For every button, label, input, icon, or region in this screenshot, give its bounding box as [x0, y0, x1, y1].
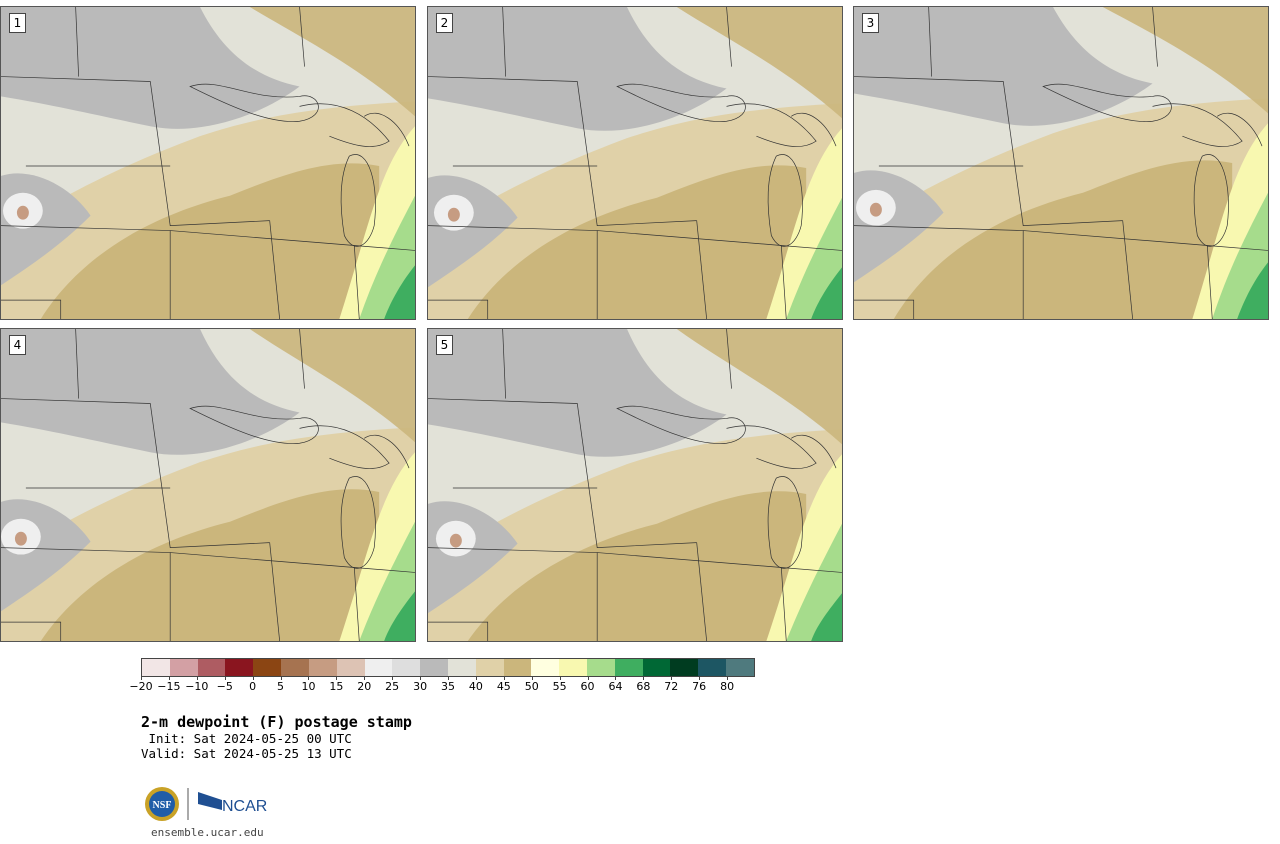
colorbar-swatch [420, 659, 448, 676]
colorbar-tick-label: 72 [664, 680, 679, 693]
colorbar-tick-mark [448, 676, 449, 680]
colorbar-tick-mark [364, 676, 366, 680]
colorbar-tick-label: 68 [636, 680, 651, 693]
colorbar-tick-mark [141, 676, 142, 680]
colorbar-tick-label: 45 [496, 680, 511, 693]
member-map-panel: 1 [0, 6, 416, 320]
colorbar-swatch [197, 659, 226, 676]
colorbar-tick-mark [420, 676, 422, 680]
colorbar-tick-mark [615, 676, 617, 680]
colorbar-tick-mark [475, 676, 477, 680]
colorbar-tick-label: −5 [216, 680, 233, 693]
member-number-label: 1 [9, 13, 26, 33]
colorbar-tick-mark [308, 676, 310, 680]
member-number-label: 4 [9, 335, 26, 355]
website-url: ensemble.ucar.edu [151, 826, 264, 839]
member-number-label: 5 [436, 335, 453, 355]
colorbar-swatch [670, 659, 699, 676]
colorbar-tick-label: 60 [580, 680, 595, 693]
init-time: Init: Sat 2024-05-25 00 UTC [141, 731, 352, 746]
colorbar-swatch [475, 659, 504, 676]
colorbar-tick-label: 10 [301, 680, 316, 693]
colorbar-tick-label: 5 [277, 680, 285, 693]
colorbar-tick-mark [224, 676, 226, 680]
colorbar-tick-mark [392, 676, 394, 680]
colorbar-tick-label: −15 [157, 680, 181, 693]
colorbar-tick-mark [531, 676, 533, 680]
colorbar-tick-label: 30 [413, 680, 428, 693]
colorbar-tick-label: 50 [524, 680, 539, 693]
svg-text:NSF: NSF [153, 800, 172, 811]
colorbar-swatch [392, 659, 421, 676]
colorbar-tick-label: 80 [720, 680, 735, 693]
colorbar-swatch [559, 659, 587, 676]
member-map-panel: 2 [427, 6, 843, 320]
colorbar [141, 658, 755, 677]
colorbar-ticks: −20 −15 −10 −5 0 5 10 15 20 25 30 35 40 45 50 55 60 64 68 7… [129, 676, 755, 694]
colorbar-swatch [225, 659, 254, 676]
colorbar-tick-mark [699, 676, 701, 680]
colorbar-tick-label: 35 [441, 680, 455, 693]
colorbar-tick-label: 76 [692, 680, 707, 693]
colorbar-tick-mark [252, 676, 254, 680]
member-map-panel: 4 [0, 328, 416, 642]
colorbar-tick-mark [587, 676, 589, 680]
colorbar-swatch [642, 659, 671, 676]
nsf-ncar-logo: NSF NCAR [145, 787, 267, 821]
dewpoint-map [854, 7, 1268, 319]
colorbar-tick-mark [196, 676, 198, 680]
colorbar-tick-mark [503, 676, 505, 680]
colorbar-tick-mark [559, 676, 561, 680]
colorbar-swatch [587, 659, 615, 676]
colorbar-tick-label: −10 [185, 680, 209, 693]
member-map-panel: 3 [853, 6, 1269, 320]
colorbar-tick-mark [643, 676, 645, 680]
colorbar-swatch [447, 659, 476, 676]
colorbar-tick-mark [727, 676, 729, 680]
colorbar-tick-label: 55 [552, 680, 567, 693]
colorbar-tick-label: 40 [468, 680, 483, 693]
dewpoint-map [428, 329, 842, 641]
colorbar-tick-mark [280, 676, 282, 680]
colorbar-tick-label: 20 [357, 680, 372, 693]
member-map-panel: 5 [427, 328, 843, 642]
colorbar-tick-mark [336, 676, 338, 680]
valid-time: Valid: Sat 2024-05-25 13 UTC [141, 746, 352, 761]
member-number-label: 2 [436, 13, 453, 33]
colorbar-swatch [169, 659, 198, 676]
dewpoint-map [1, 7, 415, 319]
colorbar-tick-label: 25 [385, 680, 400, 693]
colorbar-tick-label: 0 [249, 680, 257, 693]
colorbar-swatch [308, 659, 337, 676]
colorbar-swatch [336, 659, 365, 676]
colorbar-swatch [726, 659, 754, 676]
colorbar-swatch [253, 659, 282, 676]
colorbar-tick-mark [671, 676, 673, 680]
colorbar-tick-label: −20 [129, 680, 153, 693]
colorbar-swatch [614, 659, 643, 676]
dewpoint-map [1, 329, 415, 641]
colorbar-tick-label: 64 [608, 680, 623, 693]
dewpoint-map [428, 7, 842, 319]
colorbar-swatch [281, 659, 309, 676]
colorbar-swatch [142, 659, 170, 676]
colorbar-swatch [503, 659, 532, 676]
colorbar-swatch [698, 659, 727, 676]
member-number-label: 3 [862, 13, 879, 33]
svg-text:NCAR: NCAR [222, 798, 267, 815]
colorbar-swatch [364, 659, 393, 676]
colorbar-swatch [531, 659, 560, 676]
plot-title: 2-m dewpoint (F) postage stamp [141, 713, 412, 731]
colorbar-tick-label: 15 [329, 680, 344, 693]
colorbar-tick-mark [168, 676, 170, 680]
